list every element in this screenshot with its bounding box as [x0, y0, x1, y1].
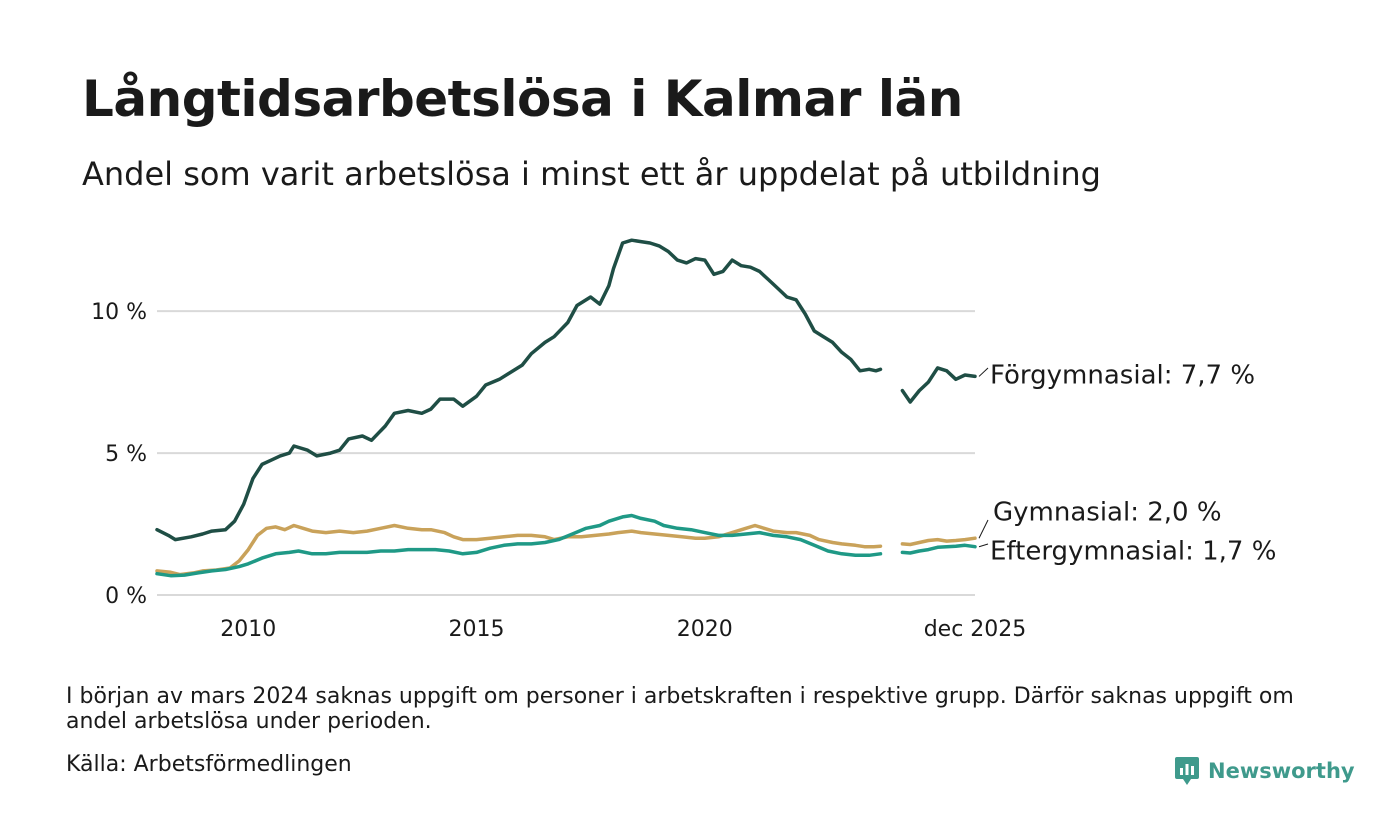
series-line-gymnasial-segment-1 — [155, 523, 883, 577]
x-tick-label: dec 2025 — [924, 617, 1027, 642]
x-tick-label: 2020 — [677, 617, 733, 642]
series-label-eftergymnasial: Eftergymnasial: 1,7 % — [990, 537, 1276, 567]
chart-subtitle: Andel som varit arbetslösa i minst ett å… — [82, 155, 1101, 193]
grid-lines — [157, 310, 975, 596]
footnote: I början av mars 2024 saknas uppgift om … — [66, 684, 1294, 734]
series-label-gymnasial: Gymnasial: 2,0 % — [993, 498, 1222, 528]
series-label-förgymnasial: Förgymnasial: 7,7 % — [990, 361, 1255, 391]
y-axis-ticks: 0 % 5 % 10 % — [91, 300, 147, 609]
x-tick-label: 2010 — [220, 617, 276, 642]
brand-logo[interactable]: Newsworthy — [1174, 756, 1355, 786]
series-line-förgymnasial-segment-1 — [155, 238, 883, 542]
series-line-eftergymnasial-segment-1 — [155, 513, 883, 578]
brand-name: Newsworthy — [1208, 759, 1355, 783]
y-tick-label: 10 % — [91, 300, 147, 325]
y-tick-label: 5 % — [105, 442, 147, 467]
label-connector — [978, 367, 989, 377]
series-lines — [155, 238, 977, 578]
series-line-förgymnasial-segment-2 — [900, 366, 977, 404]
label-connector — [978, 543, 989, 548]
series-labels: Förgymnasial: 7,7 % Gymnasial: 2,0 % Efter… — [978, 361, 1276, 567]
chart-title: Långtidsarbetslösa i Kalmar län — [82, 70, 963, 128]
x-tick-label: 2015 — [449, 617, 505, 642]
newsworthy-logo-icon — [1175, 757, 1199, 785]
series-line-gymnasial-segment-2 — [900, 536, 977, 547]
y-tick-label: 0 % — [105, 584, 147, 609]
x-axis-ticks: 2010 2015 2020 dec 2025 — [220, 617, 1026, 642]
label-connector — [978, 519, 989, 539]
source-text: Källa: Arbetsförmedlingen — [66, 752, 352, 777]
series-line-eftergymnasial-segment-2 — [900, 543, 977, 555]
